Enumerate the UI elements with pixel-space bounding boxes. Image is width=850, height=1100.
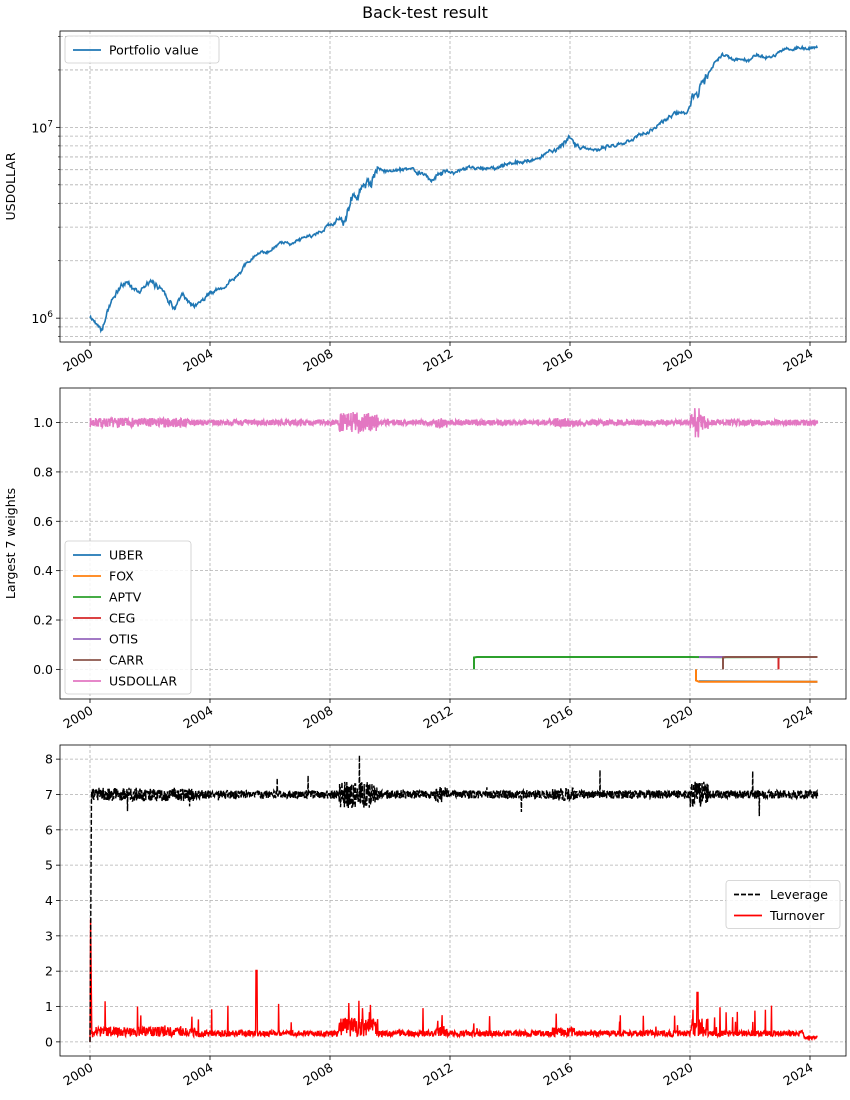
- x-tick-label: 2024: [780, 346, 815, 375]
- plot-area: [89, 755, 819, 1042]
- x-tick-label: 2004: [180, 1060, 215, 1089]
- legend-label-otis: OTIS: [109, 632, 138, 647]
- x-tick-label: 2016: [540, 1060, 575, 1089]
- axes-frame: [59, 387, 847, 700]
- y-tick-label: 6: [45, 822, 53, 837]
- x-tick-label: 2016: [540, 703, 575, 732]
- legend-box: [725, 880, 841, 929]
- y-tick-label: 0.2: [33, 613, 53, 628]
- legend-label-leverage: Leverage: [770, 887, 828, 902]
- legend: Portfolio value: [64, 35, 220, 64]
- x-tick-label: 2008: [300, 1060, 335, 1089]
- x-tick-label: 2008: [300, 703, 335, 732]
- axes-frame: [59, 30, 847, 343]
- y-tick-label: 1: [45, 999, 53, 1014]
- y-axis-label: Largest 7 weights: [3, 488, 18, 599]
- y-tick-label: 0.4: [33, 563, 53, 578]
- axes-frame: [59, 744, 847, 1057]
- legend: UBER FOX APTV CEG OTIS CARR USDOLLAR: [64, 540, 192, 695]
- x-tick-label: 2020: [660, 703, 695, 732]
- y-tick-label: 1.0: [33, 415, 53, 430]
- plot-area: [89, 408, 819, 683]
- y-tick-label: 0.6: [33, 514, 53, 529]
- y-tick-label: 8: [45, 752, 53, 767]
- y-tick-label: 4: [45, 893, 53, 908]
- x-tick-label: 2000: [60, 1060, 95, 1089]
- plot-area: [89, 44, 818, 334]
- series-line-turnover: [89, 918, 818, 1042]
- series-line-leverage: [89, 755, 819, 1042]
- legend-label-fox: FOX: [109, 569, 134, 584]
- legend-label-usdollar: USDOLLAR: [109, 674, 177, 689]
- legend-label-ceg: CEG: [109, 611, 135, 626]
- x-tick-label: 2000: [60, 346, 95, 375]
- y-tick-label: 5: [45, 858, 53, 873]
- series-line-fox: [695, 669, 818, 683]
- y-tick-label: 0.0: [33, 662, 53, 677]
- x-tick-label: 2004: [180, 346, 215, 375]
- legend-label-portfolio-value: Portfolio value: [109, 43, 199, 58]
- x-tick-label: 2020: [660, 1060, 695, 1089]
- series-line-usdollar: [89, 408, 819, 438]
- legend: Leverage Turnover: [725, 880, 841, 929]
- legend-label-turnover: Turnover: [769, 908, 825, 923]
- y-tick-label: 3: [45, 928, 53, 943]
- axes-3: 2000 2004 2008 2012 2016 2020 2024 0 1 2 3 4 5 6 7 8 Lev…: [45, 744, 847, 1089]
- x-tick-label: 2024: [780, 1060, 815, 1089]
- y-axis-label: USDOLLAR: [3, 152, 18, 220]
- axes-1: 2000 2004 2008 2012 2016 2020 2024 106 107 USDOLL…: [3, 30, 847, 375]
- figure-title: Back-test result: [362, 3, 488, 22]
- legend-box: [64, 35, 220, 64]
- y-tick-label: 0: [45, 1034, 53, 1049]
- series-line-ceg: [777, 656, 818, 670]
- legend-label-uber: UBER: [109, 548, 144, 563]
- x-tick-label: 2024: [780, 703, 815, 732]
- legend-box: [64, 540, 192, 695]
- y-tick-label: 106: [31, 310, 53, 326]
- x-tick-label: 2012: [420, 703, 455, 732]
- grid: [60, 31, 846, 342]
- x-tick-label: 2008: [300, 346, 335, 375]
- legend-label-carr: CARR: [109, 653, 144, 668]
- y-tick-label: 0.8: [33, 464, 53, 479]
- series-line-portfolio-value: [89, 44, 818, 334]
- x-tick-label: 2012: [420, 346, 455, 375]
- series-line-carr: [722, 656, 818, 670]
- y-tick-label: 107: [31, 119, 53, 135]
- y-tick-label: 7: [45, 787, 53, 802]
- x-tick-label: 2016: [540, 346, 575, 375]
- x-tick-label: 2020: [660, 346, 695, 375]
- y-tick-label: 2: [45, 964, 53, 979]
- x-tick-label: 2000: [60, 703, 95, 732]
- legend-label-aptv: APTV: [109, 590, 142, 605]
- x-tick-label: 2012: [420, 1060, 455, 1089]
- series-line-aptv: [473, 656, 818, 670]
- axes-2: 2000 2004 2008 2012 2016 2020 2024 0.0 0.2 0.4 0.6…: [3, 387, 847, 732]
- x-tick-label: 2004: [180, 703, 215, 732]
